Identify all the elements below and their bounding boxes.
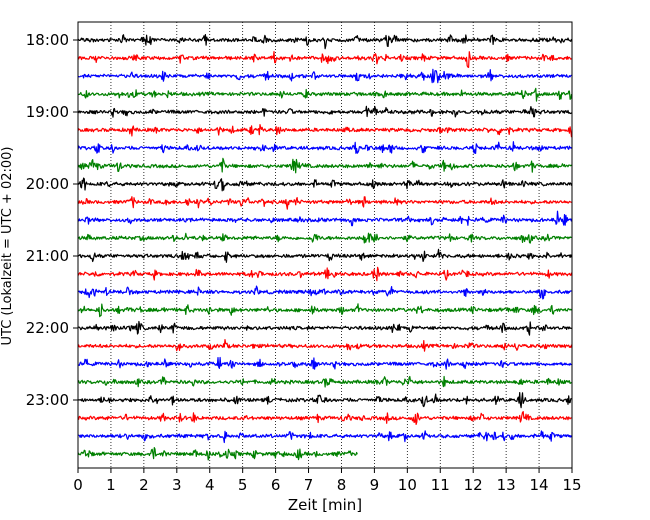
trace-line bbox=[77, 266, 573, 282]
trace-line bbox=[78, 196, 572, 210]
trace-line bbox=[77, 411, 572, 425]
trace-line bbox=[77, 157, 572, 174]
plot-area bbox=[78, 22, 572, 468]
y-tick-label: 21:00 bbox=[26, 247, 69, 265]
x-tick-label: 7 bbox=[304, 476, 314, 494]
x-axis: 0 1 2 3 4 5 6 7 8 9 10 11 12 13 14 15 bbox=[73, 468, 582, 494]
x-tick-label: 1 bbox=[106, 476, 116, 494]
x-tick-label: 2 bbox=[139, 476, 149, 494]
trace-line bbox=[77, 248, 573, 263]
trace-line bbox=[77, 105, 572, 118]
x-tick-label: 14 bbox=[530, 476, 549, 494]
x-tick-label: 5 bbox=[238, 476, 248, 494]
x-axis-label: Zeit [min] bbox=[288, 496, 362, 514]
trace-line bbox=[77, 375, 572, 388]
x-tick-label: 0 bbox=[73, 476, 83, 494]
seismic-traces bbox=[77, 34, 573, 461]
x-tick-label: 11 bbox=[431, 476, 450, 494]
y-tick-label: 19:00 bbox=[26, 103, 69, 121]
y-axis-label: UTC (Lokalzeit = UTC + 02:00) bbox=[0, 147, 15, 346]
trace-line bbox=[77, 51, 572, 68]
trace-line bbox=[77, 285, 572, 300]
trace-line bbox=[77, 356, 572, 370]
y-tick-label: 23:00 bbox=[26, 391, 69, 409]
x-grid bbox=[110, 22, 540, 468]
trace-line bbox=[77, 447, 358, 461]
trace-line bbox=[77, 430, 573, 444]
y-tick-label: 22:00 bbox=[26, 319, 69, 337]
x-tick-label: 6 bbox=[271, 476, 281, 494]
y-tick-label: 20:00 bbox=[26, 175, 69, 193]
trace-line bbox=[78, 210, 573, 227]
x-tick-label: 9 bbox=[370, 476, 380, 494]
trace-line bbox=[77, 141, 572, 154]
trace-line bbox=[77, 87, 573, 102]
x-tick-label: 4 bbox=[205, 476, 215, 494]
x-tick-label: 13 bbox=[497, 476, 516, 494]
x-tick-label: 15 bbox=[562, 476, 581, 494]
trace-line bbox=[77, 34, 573, 50]
trace-line bbox=[77, 303, 572, 318]
plot-frame bbox=[77, 21, 573, 469]
x-tick-label: 8 bbox=[337, 476, 347, 494]
trace-line bbox=[77, 177, 573, 192]
trace-line bbox=[77, 124, 573, 138]
trace-line bbox=[77, 392, 572, 409]
trace-line bbox=[78, 232, 572, 244]
trace-line bbox=[77, 339, 573, 352]
x-tick-label: 12 bbox=[464, 476, 483, 494]
x-tick-label: 10 bbox=[398, 476, 417, 494]
y-axis: 18:00 19:00 20:00 21:00 22:00 23:00 bbox=[26, 31, 78, 409]
x-tick-label: 3 bbox=[172, 476, 182, 494]
y-tick-label: 18:00 bbox=[26, 31, 69, 49]
trace-line bbox=[77, 68, 572, 84]
trace-line bbox=[77, 320, 572, 336]
